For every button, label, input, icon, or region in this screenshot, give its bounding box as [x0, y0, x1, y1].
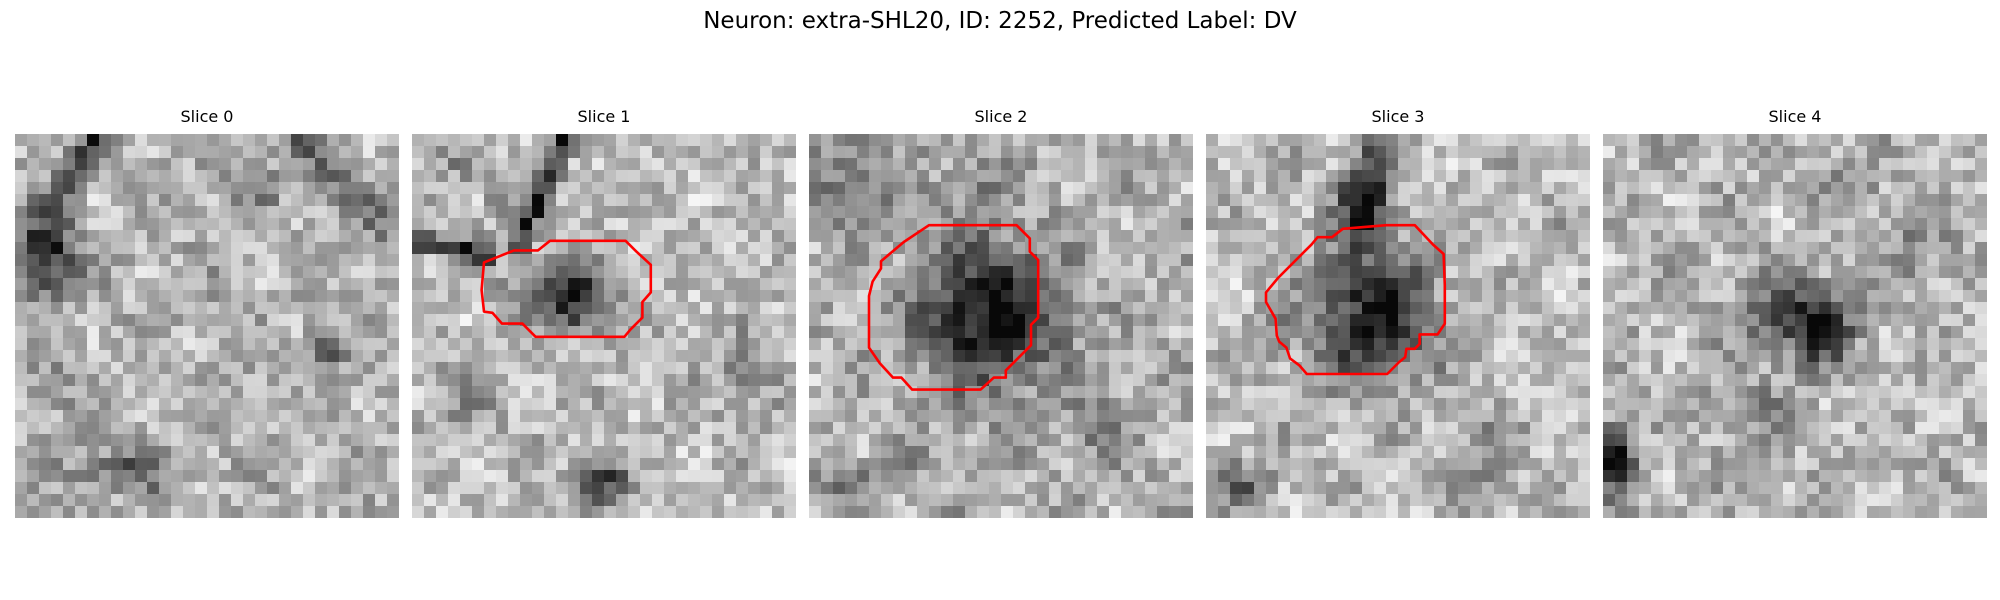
slice-title-2: Slice 2: [974, 107, 1028, 126]
slice-panel-3: Slice 3: [1206, 106, 1590, 520]
figure-title: Neuron: extra-SHL20, ID: 2252, Predicted…: [703, 8, 1297, 34]
slice-image-4: [1603, 134, 1987, 518]
segmentation-contour: [867, 223, 1040, 391]
slice-panel-1: Slice 1: [412, 106, 796, 520]
slice-panel-4: Slice 4: [1603, 106, 1987, 520]
segmentation-contour: [480, 239, 653, 339]
slice-panel-0: Slice 0: [15, 106, 399, 520]
slice-title-1: Slice 1: [577, 107, 631, 126]
slice-panel-2: Slice 2: [809, 106, 1193, 520]
slice-image-1: [412, 134, 796, 518]
slice-title-0: Slice 0: [180, 107, 234, 126]
slice-image-2: [809, 134, 1193, 518]
slice-image-0: [15, 134, 399, 518]
segmentation-contour: [1264, 223, 1447, 376]
slice-image-3: [1206, 134, 1590, 518]
slice-title-3: Slice 3: [1371, 107, 1425, 126]
slice-title-4: Slice 4: [1768, 107, 1822, 126]
